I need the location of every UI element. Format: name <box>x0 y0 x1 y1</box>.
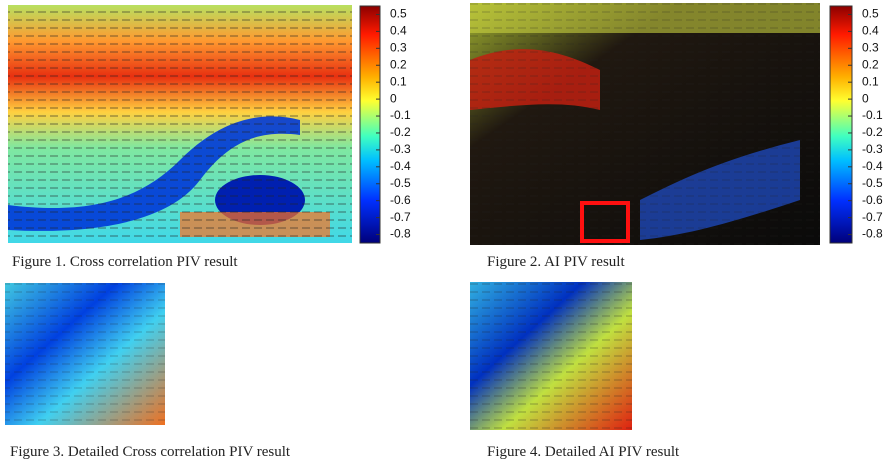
tick-label: -0.7 <box>862 210 883 224</box>
tick-label: -0.8 <box>390 227 411 241</box>
colorbar-ticks: 0.5 0.4 0.3 0.2 0.1 0 -0.1 -0.2 -0.3 -0.4 -0.5 -0.6… <box>848 7 883 241</box>
tick-label: -0.4 <box>862 159 883 173</box>
tick-label: 0.1 <box>862 74 879 88</box>
tick-label: 0.5 <box>862 7 879 21</box>
tick-label: -0.1 <box>390 108 411 122</box>
tick-label: -0.1 <box>862 108 883 122</box>
caption: Figure 3. Detailed Cross correlation PIV… <box>10 444 291 460</box>
tick-label: 0.2 <box>862 57 879 71</box>
tick-label: -0.6 <box>862 193 883 207</box>
tick-label: 0.1 <box>390 74 407 88</box>
caption: Figure 2. AI PIV result <box>487 254 625 270</box>
tick-label: 0.2 <box>390 57 407 71</box>
tick-label: -0.3 <box>390 142 411 156</box>
tick-label: 0.4 <box>862 24 879 38</box>
tick-label: -0.7 <box>390 210 411 224</box>
figure-4-image <box>470 282 632 430</box>
tick-label: -0.5 <box>390 176 411 190</box>
tick-label: -0.8 <box>862 227 883 241</box>
tick-label: 0 <box>862 91 869 105</box>
tick-label: -0.4 <box>390 159 411 173</box>
tick-label: 0.3 <box>390 40 407 54</box>
tick-label: 0.4 <box>390 24 407 38</box>
figure-1-image <box>8 5 352 243</box>
figure-2-image <box>470 3 820 245</box>
tick-label: 0.5 <box>390 7 407 21</box>
tick-label: 0.3 <box>862 40 879 54</box>
tick-label: -0.3 <box>862 142 883 156</box>
figure-3-image <box>5 283 165 425</box>
tick-label: 0 <box>390 91 397 105</box>
caption: Figure 4. Detailed AI PIV result <box>487 444 680 460</box>
tick-label: -0.2 <box>862 125 883 139</box>
tick-label: -0.5 <box>862 176 883 190</box>
tick-label: -0.2 <box>390 125 411 139</box>
colorbar <box>829 5 853 244</box>
tick-label: -0.6 <box>390 193 411 207</box>
colorbar <box>359 5 381 244</box>
colorbar-ticks: 0.5 0.4 0.3 0.2 0.1 0 -0.1 -0.2 -0.3 -0.4 -0.5 -0.6… <box>376 7 411 241</box>
caption: Figure 1. Cross correlation PIV result <box>12 254 238 270</box>
